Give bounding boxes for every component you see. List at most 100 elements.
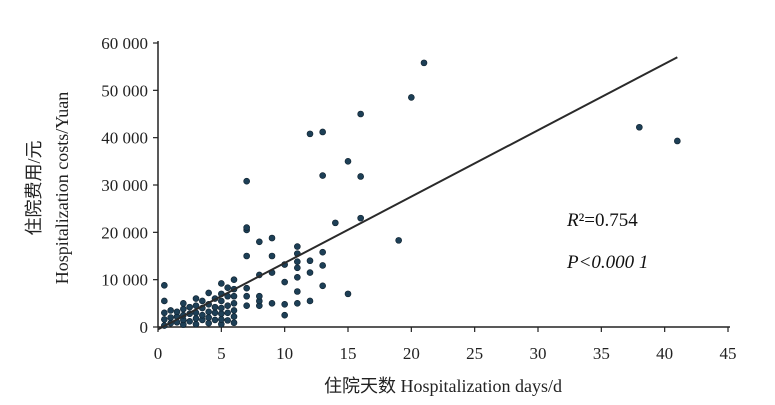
data-point — [357, 214, 364, 222]
x-tick-label: 5 — [217, 344, 226, 363]
data-point — [243, 284, 250, 292]
data-point — [173, 308, 181, 316]
data-point — [243, 302, 250, 310]
data-point — [218, 310, 225, 318]
data-point — [344, 290, 352, 298]
data-point — [319, 262, 326, 269]
data-point — [161, 316, 168, 323]
data-point — [230, 307, 238, 314]
p-value-annotation: P<0.000 1 — [566, 252, 648, 273]
data-point — [199, 297, 206, 305]
x-tick-label: 20 — [403, 344, 420, 363]
data-point — [211, 303, 219, 311]
data-point — [294, 264, 301, 272]
y-tick-label: 30 000 — [101, 176, 148, 195]
y-tick-label: 20 000 — [101, 223, 148, 242]
data-point — [674, 137, 681, 145]
y-tick-label: 50 000 — [101, 81, 148, 100]
x-tick-label: 15 — [340, 344, 357, 363]
data-point — [199, 311, 206, 319]
data-point — [319, 248, 326, 256]
data-point — [186, 318, 193, 325]
data-point — [420, 59, 428, 67]
x-tick-label: 45 — [720, 344, 737, 363]
data-point — [344, 158, 352, 165]
data-point — [224, 284, 231, 292]
y-axis-title-english: Hospitalization costs/Yuan — [52, 92, 72, 284]
x-tick-label: 0 — [154, 344, 163, 363]
data-point — [306, 257, 314, 265]
data-point — [167, 314, 174, 321]
data-points — [161, 59, 681, 329]
data-point — [294, 273, 301, 281]
data-point — [319, 282, 326, 290]
data-point — [268, 234, 276, 242]
data-point — [256, 238, 263, 246]
x-tick-label: 30 — [530, 344, 547, 363]
data-point — [230, 319, 238, 327]
data-point — [294, 288, 301, 295]
data-point — [281, 311, 288, 319]
data-point — [636, 123, 643, 131]
y-tick-label: 10 000 — [101, 271, 148, 290]
data-point — [224, 317, 231, 324]
data-point — [205, 319, 212, 327]
x-axis-title: 住院天数 Hospitalization days/d — [324, 376, 562, 396]
data-point — [294, 300, 301, 307]
data-point — [243, 177, 250, 185]
data-point — [211, 316, 219, 324]
data-point — [306, 269, 314, 276]
x-tick-label: 35 — [593, 344, 610, 363]
data-point — [230, 276, 238, 283]
data-point — [357, 110, 364, 118]
data-point — [167, 307, 174, 314]
r-squared-annotation: R²=0.754 — [566, 210, 638, 231]
x-axis-ticks: 0 5 10 15 20 25 30 35 40 45 — [154, 327, 737, 363]
data-point — [161, 282, 168, 289]
data-point — [268, 300, 276, 307]
data-point — [192, 295, 200, 302]
data-point — [161, 309, 168, 317]
data-point — [161, 297, 168, 305]
data-point — [294, 258, 301, 265]
data-point — [256, 292, 263, 300]
data-point — [319, 128, 326, 136]
data-point — [395, 237, 402, 244]
data-point — [218, 297, 225, 305]
data-point — [408, 94, 415, 101]
data-point — [180, 305, 187, 313]
data-point — [243, 224, 250, 231]
data-point — [224, 309, 231, 317]
x-tick-label: 10 — [276, 344, 293, 363]
y-axis-title-chinese: 住院费用/元 — [24, 140, 44, 235]
data-point — [211, 309, 219, 317]
data-point — [319, 172, 326, 179]
data-point — [268, 252, 276, 260]
x-tick-label: 25 — [466, 344, 483, 363]
data-point — [205, 289, 212, 297]
y-axis-ticks: 0 10 000 20 000 30 000 40 000 50 000 60 000 — [101, 34, 158, 337]
data-point — [205, 314, 212, 321]
y-tick-label: 40 000 — [101, 129, 148, 148]
regression-line — [157, 56, 678, 331]
data-point — [218, 280, 225, 287]
y-tick-label: 60 000 — [101, 34, 148, 53]
data-point — [306, 297, 314, 305]
data-point — [294, 243, 301, 250]
data-point — [357, 173, 364, 180]
y-tick-label: 0 — [140, 318, 149, 337]
data-point — [192, 315, 200, 322]
data-point — [306, 130, 314, 138]
data-point — [205, 308, 212, 316]
data-point — [332, 219, 339, 227]
data-point — [281, 300, 288, 308]
data-point — [230, 313, 238, 320]
data-point — [230, 300, 238, 307]
data-point — [186, 303, 193, 311]
data-point — [230, 292, 238, 300]
x-tick-label: 40 — [656, 344, 673, 363]
data-point — [218, 316, 225, 323]
data-point — [180, 300, 187, 307]
data-point — [281, 278, 288, 286]
